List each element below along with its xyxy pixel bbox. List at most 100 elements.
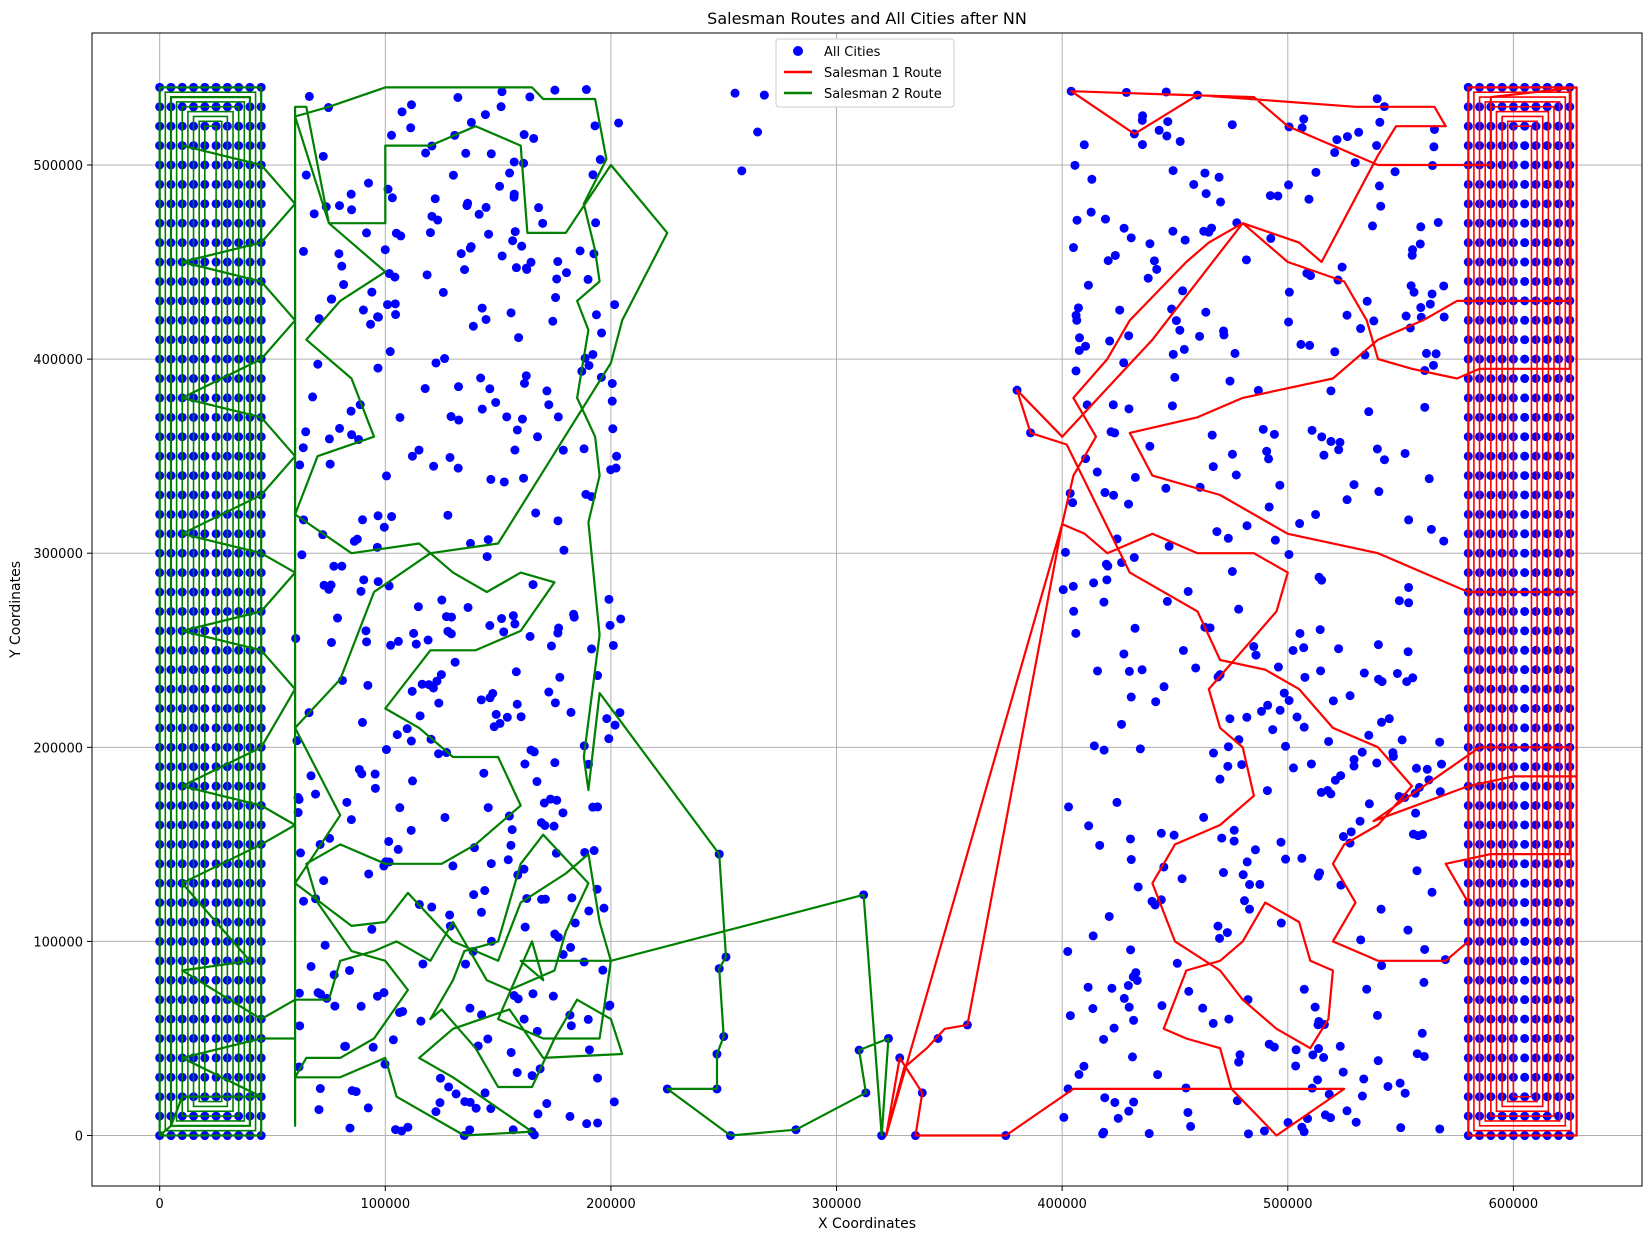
city-point	[542, 1099, 552, 1109]
city-point	[1372, 758, 1382, 768]
city-point	[366, 319, 376, 329]
city-point	[1429, 142, 1439, 152]
salesman-2-block-loop	[175, 101, 246, 1122]
city-point	[1565, 878, 1575, 888]
city-point	[1227, 449, 1237, 459]
city-point	[1520, 451, 1530, 461]
city-point	[1565, 936, 1575, 946]
city-point	[1357, 1091, 1367, 1101]
city-point	[387, 193, 397, 203]
city-point	[465, 538, 475, 548]
city-point	[1542, 1092, 1552, 1102]
city-point	[1520, 956, 1530, 966]
city-point	[429, 461, 439, 471]
city-point	[1123, 981, 1133, 991]
city-point	[605, 620, 615, 630]
city-point	[1359, 668, 1369, 678]
city-point	[1235, 1050, 1245, 1060]
city-point	[1079, 140, 1089, 150]
city-point	[1554, 568, 1564, 578]
city-point	[346, 406, 356, 416]
city-point	[1520, 393, 1530, 403]
city-point	[1400, 1088, 1410, 1098]
city-point	[1542, 1072, 1552, 1082]
city-point	[1542, 335, 1552, 345]
city-point	[497, 87, 507, 97]
city-point	[1288, 763, 1298, 773]
city-point	[1084, 821, 1094, 831]
city-point	[335, 201, 345, 211]
city-point	[1129, 553, 1139, 563]
city-point	[346, 815, 356, 825]
city-point	[1520, 898, 1530, 908]
city-point	[298, 443, 308, 453]
city-point	[326, 637, 336, 647]
city-point	[533, 1109, 543, 1119]
city-point	[1374, 181, 1384, 191]
city-point	[1409, 287, 1419, 297]
city-point	[1299, 643, 1309, 653]
city-point	[579, 957, 589, 967]
city-point	[1083, 280, 1093, 290]
city-point	[1373, 640, 1383, 650]
city-point	[550, 698, 560, 708]
city-point	[1104, 911, 1114, 921]
city-point	[1265, 191, 1275, 201]
city-point	[362, 637, 372, 647]
city-point	[497, 614, 507, 624]
city-point	[1068, 498, 1078, 508]
salesman-2-block-loop	[192, 115, 229, 1108]
city-point	[499, 627, 509, 637]
city-point	[1531, 626, 1541, 636]
city-point	[1520, 1053, 1530, 1063]
city-point	[1126, 233, 1136, 243]
city-point	[1426, 524, 1436, 534]
city-point	[595, 155, 605, 165]
city-point	[581, 85, 591, 95]
city-point	[1379, 455, 1389, 465]
city-point	[1149, 256, 1159, 266]
city-point	[1151, 697, 1161, 707]
city-point	[1295, 628, 1305, 638]
city-point	[1229, 836, 1239, 846]
city-point	[484, 229, 494, 239]
legend-marker-cities	[793, 46, 803, 56]
city-point	[505, 168, 515, 178]
city-point	[1565, 568, 1575, 578]
city-point	[1531, 218, 1541, 228]
city-point	[1542, 451, 1552, 461]
city-point	[1115, 305, 1125, 315]
city-point	[503, 855, 513, 865]
city-point	[1531, 179, 1541, 189]
city-point	[1411, 763, 1421, 773]
city-point	[1520, 141, 1530, 151]
city-point	[1324, 736, 1334, 746]
city-point	[1109, 1023, 1119, 1033]
city-point	[1542, 432, 1552, 442]
city-point	[1542, 703, 1552, 713]
city-point	[583, 1014, 593, 1024]
city-point	[1263, 700, 1273, 710]
city-point	[550, 758, 560, 768]
city-point	[1338, 1067, 1348, 1077]
city-point	[1554, 529, 1564, 539]
city-point	[1172, 958, 1182, 968]
salesman-1-block-loop	[1490, 105, 1555, 1117]
x-tick-label: 300000	[812, 1197, 862, 1212]
city-point	[1295, 519, 1305, 529]
city-point	[1439, 536, 1449, 546]
city-point	[373, 363, 383, 373]
city-point	[1401, 311, 1411, 321]
city-point	[1284, 317, 1294, 327]
city-point	[1288, 645, 1298, 655]
city-point	[1137, 665, 1147, 675]
city-point	[356, 1001, 366, 1011]
city-point	[1531, 160, 1541, 170]
city-point	[584, 360, 594, 370]
city-point	[1266, 233, 1276, 243]
city-point	[562, 268, 572, 278]
city-point	[593, 1073, 603, 1083]
city-point	[1103, 256, 1113, 266]
city-point	[430, 194, 440, 204]
city-point	[1284, 549, 1294, 559]
